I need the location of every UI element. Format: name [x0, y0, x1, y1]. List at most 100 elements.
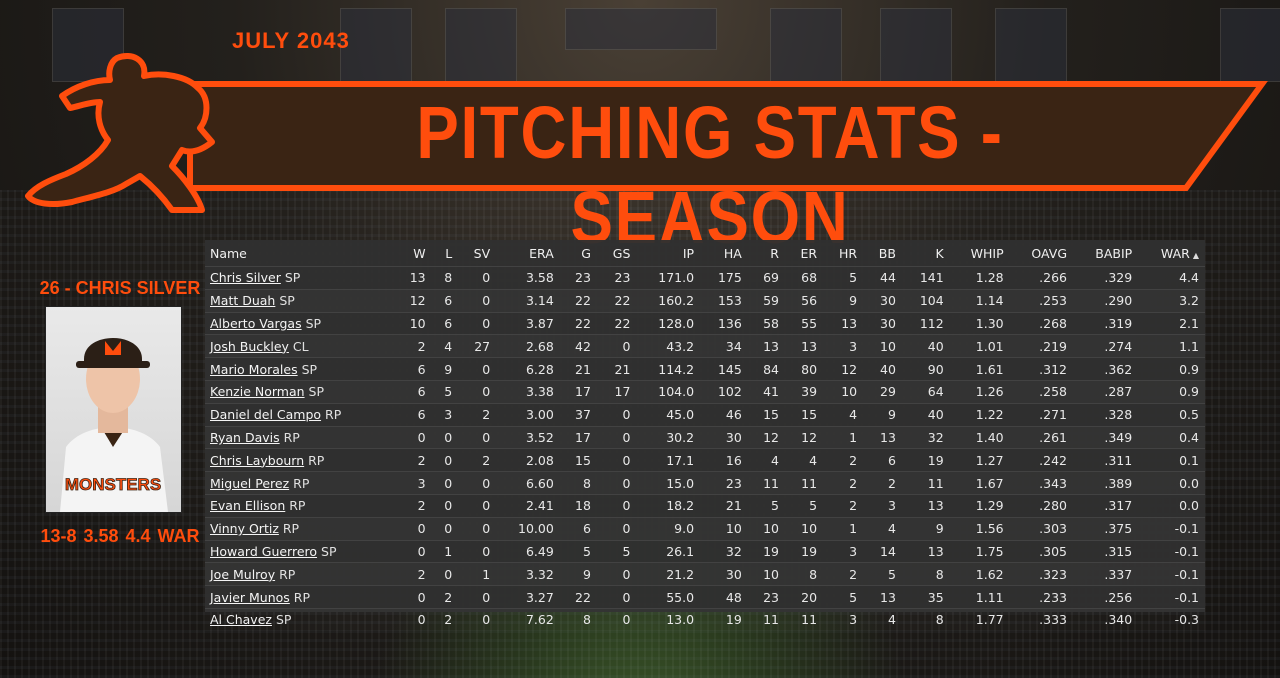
player-cell: Vinny Ortiz RP — [205, 516, 395, 541]
table-row: Evan Ellison RP 2 0 0 2.41 18 0 18.2 21 5 5 2 3 13 1.2… — [205, 493, 1205, 518]
page-title: PITCHING STATS - SEASON — [416, 91, 1004, 259]
stat-cell-war: 3.2 — [1138, 288, 1205, 313]
stat-cell-sv: 0 — [458, 539, 497, 563]
player-name-link[interactable]: Mario Morales — [210, 361, 298, 377]
stat-cell-oavg: .261 — [1009, 425, 1074, 449]
stat-cell-hr: 3 — [823, 334, 864, 358]
column-header-whip[interactable]: WHIP — [950, 240, 1010, 267]
player-name-link[interactable]: Ryan Davis — [210, 429, 280, 445]
column-header-sv[interactable]: SV — [458, 240, 496, 267]
stat-cell-era: 10.00 — [496, 516, 560, 541]
player-name-link[interactable]: Javier Munos — [210, 589, 290, 605]
stat-cell-gs: 0 — [596, 448, 637, 472]
pitcher-silhouette-logo — [25, 53, 215, 213]
player-name-link[interactable]: Daniel del Campo — [210, 407, 322, 423]
player-name-link[interactable]: Kenzie Norman — [210, 384, 305, 400]
player-name-link[interactable]: Chris Silver — [210, 270, 281, 286]
stat-cell-r: 15 — [747, 402, 785, 427]
stat-cell-w: 0 — [394, 516, 432, 541]
player-name-link[interactable]: Howard Guerrero — [210, 543, 318, 559]
stat-cell-k: 112 — [901, 311, 950, 335]
stat-cell-ip: 26.1 — [636, 539, 701, 563]
column-header-label: L — [445, 245, 453, 261]
stat-cell-ip: 171.0 — [636, 266, 701, 290]
stat-cell-gs: 21 — [596, 357, 637, 381]
player-position: RP — [283, 429, 300, 445]
stat-cell-k: 40 — [901, 334, 950, 358]
stat-cell-r: 10 — [747, 562, 785, 586]
player-name-link[interactable]: Chris Laybourn — [210, 452, 305, 468]
column-header-label: BB — [878, 245, 896, 261]
column-header-l[interactable]: L — [432, 240, 459, 267]
player-name-link[interactable]: Matt Duah — [210, 293, 276, 309]
stat-cell-g: 23 — [559, 266, 597, 290]
column-header-w[interactable]: W — [394, 240, 431, 267]
column-header-label: HR — [839, 245, 858, 261]
player-name-link[interactable]: Al Chavez — [210, 612, 272, 628]
stat-cell-ha: 32 — [700, 539, 748, 563]
column-header-ha[interactable]: HA — [700, 240, 748, 267]
column-header-babip[interactable]: BABIP — [1073, 240, 1138, 267]
player-name-link[interactable]: Miguel Perez — [210, 475, 290, 491]
player-position: CL — [292, 338, 309, 354]
table-row: Josh Buckley CL 2 4 27 2.68 42 0 43.2 34 13 13 3 10 4… — [205, 334, 1205, 358]
player-position: RP — [293, 589, 311, 605]
player-position: SP — [305, 315, 322, 331]
table-row: Alberto Vargas SP 10 6 0 3.87 22 22 128.0 136 58 5… — [205, 311, 1205, 335]
column-header-label: GS — [612, 245, 631, 261]
column-header-oavg[interactable]: OAVG — [1010, 240, 1073, 267]
player-position: RP — [279, 566, 296, 582]
column-header-hr[interactable]: HR — [823, 240, 863, 267]
stat-cell-bb: 29 — [863, 379, 902, 404]
stat-cell-hr: 2 — [823, 562, 864, 586]
player-name-link[interactable]: Josh Buckley — [210, 338, 289, 354]
stat-cell-w: 2 — [394, 334, 432, 358]
player-name-link[interactable]: Vinny Ortiz — [210, 521, 279, 537]
player-cell: Chris Silver SP — [205, 266, 395, 290]
stat-cell-r: 23 — [747, 585, 785, 609]
stat-cell-l: 1 — [431, 539, 459, 563]
column-header-k[interactable]: K — [902, 240, 950, 267]
table-row: Daniel del Campo RP 6 3 2 3.00 37 0 45.0 46 15 15 4… — [205, 402, 1205, 427]
stat-cell-er: 15 — [784, 402, 824, 427]
column-header-ip[interactable]: IP — [636, 240, 700, 267]
stat-cell-oavg: .305 — [1009, 539, 1074, 563]
stat-cell-war: -0.3 — [1138, 607, 1205, 631]
sort-asc-icon[interactable]: ▲ — [1192, 250, 1199, 260]
stat-cell-bb: 13 — [863, 585, 902, 609]
pitching-stats-table-panel: Name W L SV ERA G GS IP HA R ER HR BB K WHIP OAVG BABIP W… — [205, 240, 1205, 631]
stat-cell-w: 0 — [394, 539, 432, 563]
table-header-row: Name W L SV ERA G GS IP HA R ER HR BB K WHIP OAVG BABIP W… — [205, 240, 1205, 267]
column-header-g[interactable]: G — [560, 240, 597, 267]
stat-cell-k: 19 — [901, 448, 950, 472]
stat-cell-oavg: .280 — [1009, 493, 1074, 518]
stat-cell-ha: 23 — [700, 471, 748, 495]
stat-cell-oavg: .271 — [1009, 402, 1074, 427]
player-cell: Howard Guerrero SP — [205, 539, 395, 563]
stat-cell-ip: 43.2 — [636, 334, 701, 358]
stat-cell-whip: 1.27 — [949, 448, 1010, 472]
stat-cell-whip: 1.28 — [949, 266, 1010, 290]
stat-cell-hr: 2 — [823, 493, 864, 518]
column-header-er[interactable]: ER — [785, 240, 823, 267]
player-name-link[interactable]: Joe Mulroy — [210, 566, 276, 582]
stat-cell-war: 0.9 — [1138, 357, 1205, 381]
player-name-link[interactable]: Evan Ellison — [210, 498, 286, 514]
featured-player-name: 26 - CHRIS SILVER — [39, 278, 201, 298]
column-header-era[interactable]: ERA — [496, 240, 560, 267]
stat-cell-oavg: .312 — [1009, 357, 1074, 381]
column-header-war[interactable]: WAR ▲ — [1138, 240, 1205, 267]
column-header-name[interactable]: Name — [205, 240, 394, 267]
stat-cell-ip: 128.0 — [636, 311, 701, 335]
player-photo: MONSTERS — [45, 306, 182, 513]
column-header-gs[interactable]: GS — [597, 240, 636, 267]
stat-cell-l: 0 — [431, 448, 459, 472]
column-header-bb[interactable]: BB — [863, 240, 902, 267]
stat-cell-bb: 2 — [863, 471, 902, 495]
player-name-link[interactable]: Alberto Vargas — [210, 315, 302, 331]
stat-cell-hr: 5 — [823, 266, 864, 290]
player-cell: Daniel del Campo RP — [205, 402, 395, 427]
player-cell: Josh Buckley CL — [205, 334, 395, 358]
column-header-r[interactable]: R — [748, 240, 785, 267]
player-cell: Matt Duah SP — [205, 288, 395, 313]
